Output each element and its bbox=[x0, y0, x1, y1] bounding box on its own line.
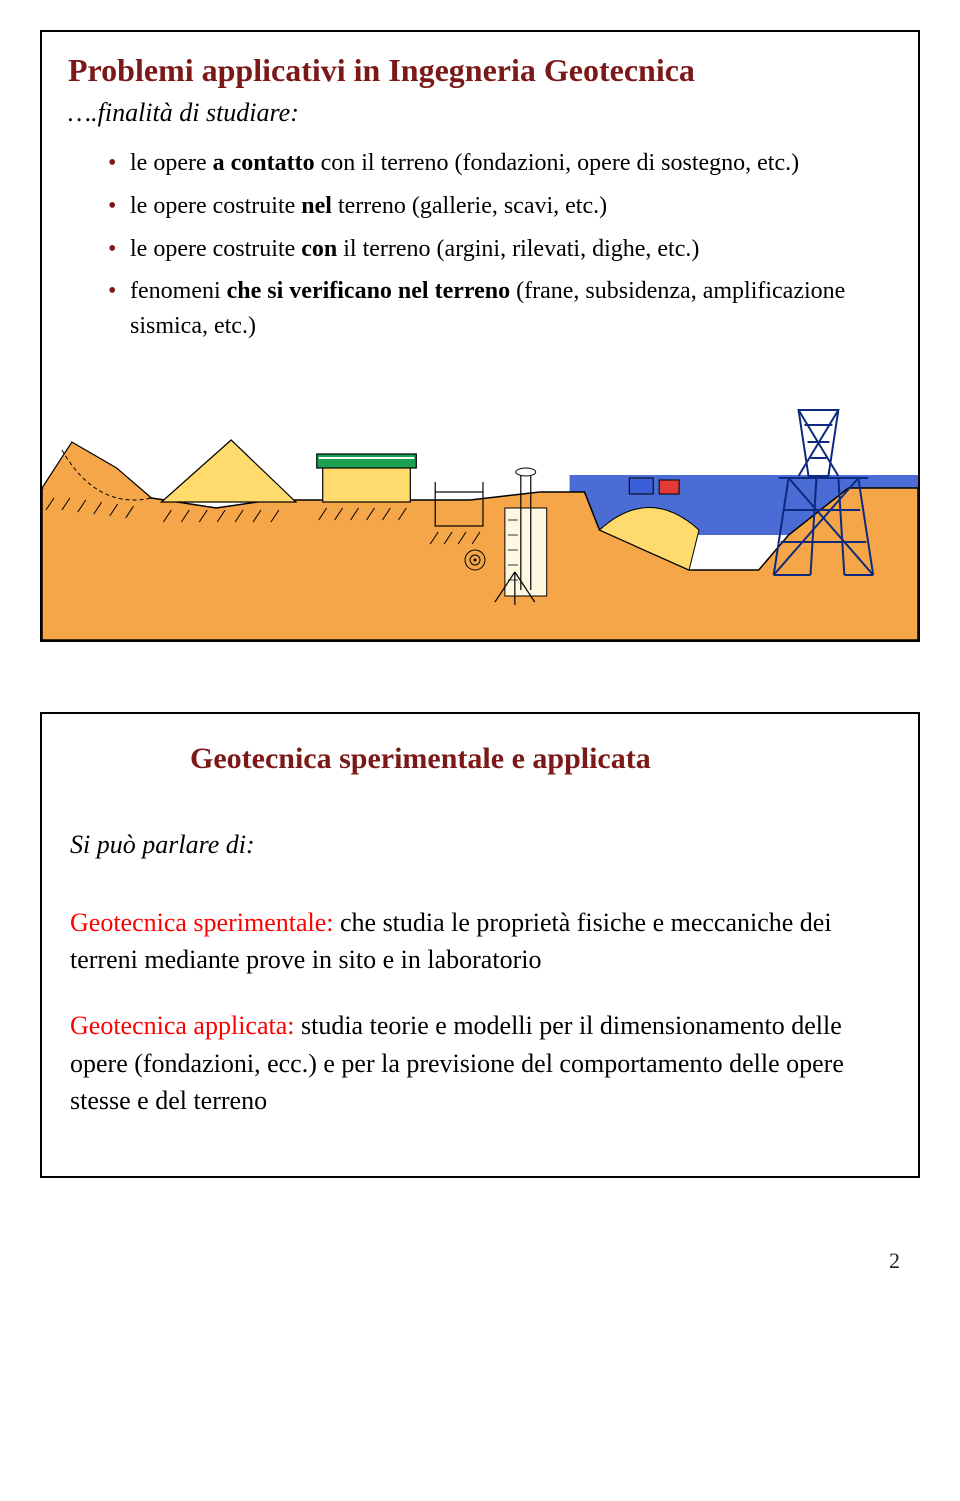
bullet-prefix: fenomeni bbox=[130, 278, 227, 304]
bullet-suffix: il terreno (argini, rilevati, dighe, etc… bbox=[337, 236, 699, 262]
bullet-suffix: terreno (gallerie, scavi, etc.) bbox=[332, 193, 607, 219]
panel-2: Geotecnica sperimentale e applicata Si p… bbox=[40, 712, 920, 1178]
bullet-bold: che si verificano nel terreno bbox=[227, 278, 510, 304]
panel2-para1: Geotecnica sperimentale: che studia le p… bbox=[70, 904, 890, 979]
bullet-prefix: le opere costruite bbox=[130, 236, 301, 262]
scene-svg bbox=[42, 380, 918, 640]
bullet-item: fenomeni che si verificano nel terreno (… bbox=[108, 274, 892, 344]
blue-box-icon bbox=[629, 478, 653, 494]
bullet-bold: con bbox=[301, 236, 337, 262]
bullet-prefix: le opere bbox=[130, 150, 213, 176]
bullet-suffix: con il terreno (fondazioni, opere di sos… bbox=[315, 150, 800, 176]
bullet-bold: nel bbox=[301, 193, 332, 219]
para1-accent: Geotecnica sperimentale: bbox=[70, 908, 333, 937]
bullet-item: le opere costruite con il terreno (argin… bbox=[108, 232, 892, 267]
panel2-lead: Si può parlare di: bbox=[70, 826, 890, 864]
house-body bbox=[323, 466, 411, 502]
panel2-title: Geotecnica sperimentale e applicata bbox=[190, 742, 890, 776]
panel1-title: Problemi applicativi in Ingegneria Geote… bbox=[68, 50, 892, 90]
bullet-bold: a contatto bbox=[213, 150, 315, 176]
bullet-prefix: le opere costruite bbox=[130, 193, 301, 219]
panel1-bullets: le opere a contatto con il terreno (fond… bbox=[108, 146, 892, 344]
para2-accent: Geotecnica applicata: bbox=[70, 1011, 294, 1040]
panel-1-inner: Problemi applicativi in Ingegneria Geote… bbox=[42, 32, 918, 380]
borehole-box bbox=[505, 508, 547, 596]
panel-1: Problemi applicativi in Ingegneria Geote… bbox=[40, 30, 920, 642]
well-cap bbox=[516, 468, 536, 476]
panel-2-inner: Geotecnica sperimentale e applicata Si p… bbox=[42, 714, 918, 1176]
page-number: 2 bbox=[40, 1248, 920, 1274]
geotechnical-diagram bbox=[42, 380, 918, 640]
page-container: Problemi applicativi in Ingegneria Geote… bbox=[0, 0, 960, 1294]
red-box-icon bbox=[659, 480, 679, 494]
bullet-item: le opere costruite nel terreno (gallerie… bbox=[108, 189, 892, 224]
panel1-subtitle: ….finalità di studiare: bbox=[68, 98, 892, 128]
embankment bbox=[161, 440, 295, 502]
bullet-item: le opere a contatto con il terreno (fond… bbox=[108, 146, 892, 181]
house-roof bbox=[317, 454, 417, 468]
panel2-para2: Geotecnica applicata: studia teorie e mo… bbox=[70, 1007, 890, 1120]
